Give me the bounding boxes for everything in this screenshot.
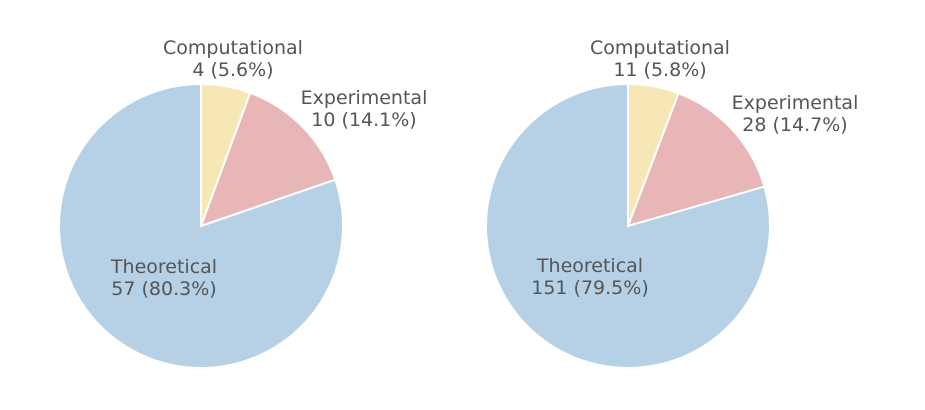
slice-value-label-theoretical: 151 (79.5%) [531, 277, 649, 299]
slice-value-label-experimental: 28 (14.7%) [742, 114, 847, 136]
slice-theoretical [58, 82, 344, 369]
slice-value-label-computational: 4 (5.6%) [192, 59, 273, 81]
slice-label-computational: Computational [163, 37, 303, 59]
slice-label-experimental: Experimental [732, 92, 859, 114]
slice-label-theoretical: Theoretical [110, 256, 217, 278]
slice-value-label-theoretical: 57 (80.3%) [111, 278, 216, 300]
slice-experimental [626, 92, 766, 228]
slice-value-label-computational: 11 (5.8%) [613, 59, 706, 81]
slice-experimental [199, 91, 337, 228]
slice-theoretical [485, 82, 771, 369]
slice-label-experimental: Experimental [301, 87, 428, 109]
slice-value-label-experimental: 10 (14.1%) [311, 109, 416, 131]
slice-label-theoretical: Theoretical [536, 255, 643, 277]
slice-label-computational: Computational [590, 37, 730, 59]
